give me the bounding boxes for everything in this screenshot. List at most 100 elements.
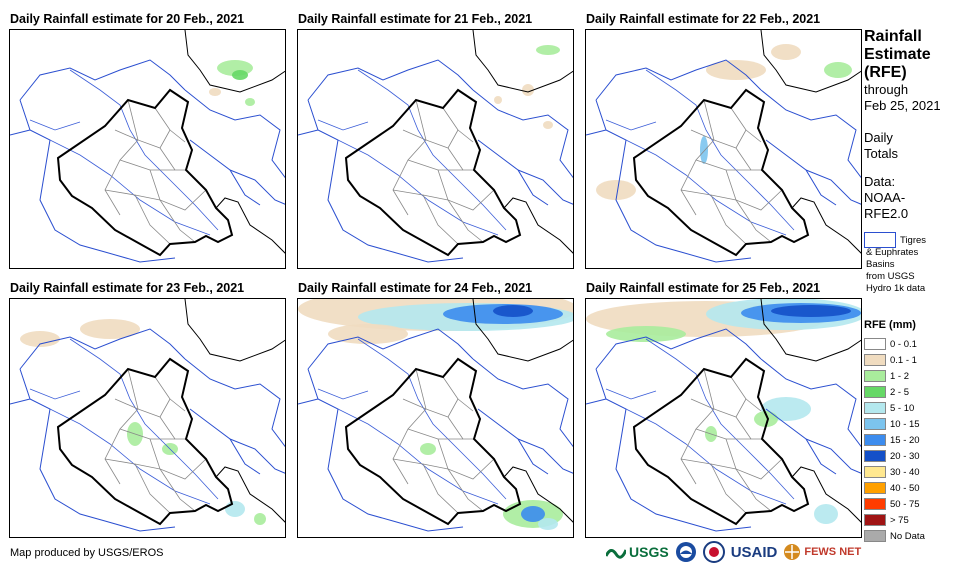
basin-boundary — [298, 129, 319, 136]
governorate-boundary — [422, 463, 459, 514]
legend-item: 10 - 15 — [864, 417, 920, 431]
governorate-boundary — [447, 468, 484, 512]
basin-boundary — [229, 169, 285, 205]
usaid-seal — [702, 541, 725, 563]
legend-item: 50 - 75 — [864, 497, 920, 511]
river — [625, 408, 787, 505]
governorate-boundary — [725, 169, 783, 211]
governorate-boundary — [149, 169, 207, 211]
coastline — [760, 299, 861, 362]
rainfall-map-22-feb — [585, 29, 862, 269]
governorate-boundary — [745, 129, 762, 143]
map-canvas — [10, 30, 285, 263]
river — [337, 408, 499, 505]
governorate-boundary — [169, 398, 186, 412]
rfe-legend-title: RFE (mm) — [864, 319, 916, 331]
country-boundary — [344, 357, 522, 526]
basin-boundary — [586, 129, 607, 136]
river — [69, 338, 219, 500]
governorate-boundary — [457, 398, 474, 412]
fewsnet-logo: FEWS NET — [783, 543, 861, 561]
governorate-boundary — [407, 159, 463, 171]
basin-boundary — [595, 328, 762, 370]
legend-through: through — [864, 82, 909, 97]
governorate-boundary — [725, 438, 783, 480]
governorate-boundary — [690, 129, 715, 141]
legend-basins: Tigres & Euphrates Basins from USGS Hydr… — [864, 232, 964, 302]
legend-swatch — [864, 418, 886, 430]
governorate-boundary — [680, 458, 737, 470]
basin-boundary — [760, 89, 861, 179]
coastline — [791, 197, 861, 254]
governorate-boundary — [104, 458, 161, 470]
coastline — [503, 197, 573, 254]
map-canvas — [586, 299, 861, 532]
governorate-boundary — [104, 189, 161, 201]
basin-boundary — [307, 59, 474, 101]
legend-label: 0 - 0.1 — [890, 338, 917, 350]
governorate-boundary — [159, 416, 186, 440]
river — [605, 388, 657, 400]
basin-boundary — [595, 59, 762, 101]
country-boundary — [632, 88, 810, 257]
governorate-boundary — [680, 189, 737, 201]
coastline — [184, 299, 285, 362]
governorate-boundary — [149, 438, 207, 480]
legend-item: 40 - 50 — [864, 481, 920, 495]
legend-label: No Data — [890, 530, 925, 542]
river — [317, 388, 369, 400]
panel-title-3: Daily Rainfall estimate for 22 Feb., 202… — [586, 12, 821, 26]
legend-item: > 75 — [864, 513, 909, 527]
governorate-boundary — [447, 199, 484, 243]
rainfall-map-25-feb — [585, 298, 862, 538]
coastline — [503, 466, 573, 523]
panel-title-4: Daily Rainfall estimate for 23 Feb., 202… — [10, 281, 245, 295]
map-credit: Map produced by USGS/EROS — [10, 547, 164, 559]
coastline — [472, 299, 573, 362]
fewsnet-globe-icon — [784, 544, 801, 560]
legend-label: 15 - 20 — [890, 434, 920, 446]
governorate-boundary — [745, 398, 762, 412]
governorate-boundary — [392, 408, 427, 485]
basin-boundary — [517, 438, 573, 474]
legend-swatch — [864, 370, 886, 382]
noaa-logo — [675, 542, 696, 562]
legend-label: 20 - 30 — [890, 450, 920, 462]
basin-boundary — [760, 358, 861, 448]
governorate-boundary — [104, 139, 139, 216]
governorate-boundary — [169, 129, 186, 143]
legend-label: 5 - 10 — [890, 402, 915, 414]
coastline — [760, 30, 861, 93]
river — [49, 408, 211, 505]
basin-boundary — [805, 169, 861, 205]
basin-boundary — [586, 398, 607, 405]
legend-totals: Daily Totals — [864, 130, 898, 161]
legend-item: 1 - 2 — [864, 369, 909, 383]
panel-title-6: Daily Rainfall estimate for 25 Feb., 202… — [586, 281, 821, 295]
legend-label: 30 - 40 — [890, 466, 920, 478]
basin-boundary — [517, 169, 573, 205]
map-canvas — [586, 30, 861, 263]
legend-label: 0.1 - 1 — [890, 354, 917, 366]
basin-boundary — [307, 99, 464, 263]
legend-label: 50 - 75 — [890, 498, 920, 510]
legend-swatch — [864, 354, 886, 366]
governorate-boundary — [402, 129, 427, 141]
panel-title-5: Daily Rainfall estimate for 24 Feb., 202… — [298, 281, 533, 295]
river — [605, 119, 657, 131]
country-boundary — [344, 88, 522, 257]
river — [337, 139, 499, 236]
governorate-boundary — [104, 408, 139, 485]
basin-boundary — [10, 398, 31, 405]
legend-title: Rainfall Estimate (RFE) through Feb 25, … — [864, 28, 941, 113]
governorate-boundary — [447, 147, 474, 171]
governorate-boundary — [690, 398, 715, 410]
river — [645, 338, 795, 500]
rainfall-map-24-feb — [297, 298, 574, 538]
river — [357, 338, 507, 500]
governorate-boundary — [392, 139, 427, 216]
governorate-boundary — [457, 129, 474, 143]
legend-label: 1 - 2 — [890, 370, 910, 382]
legend-data-source: Data: NOAA- RFE2.0 — [864, 174, 909, 221]
panel-title-2: Daily Rainfall estimate for 21 Feb., 202… — [298, 12, 533, 26]
